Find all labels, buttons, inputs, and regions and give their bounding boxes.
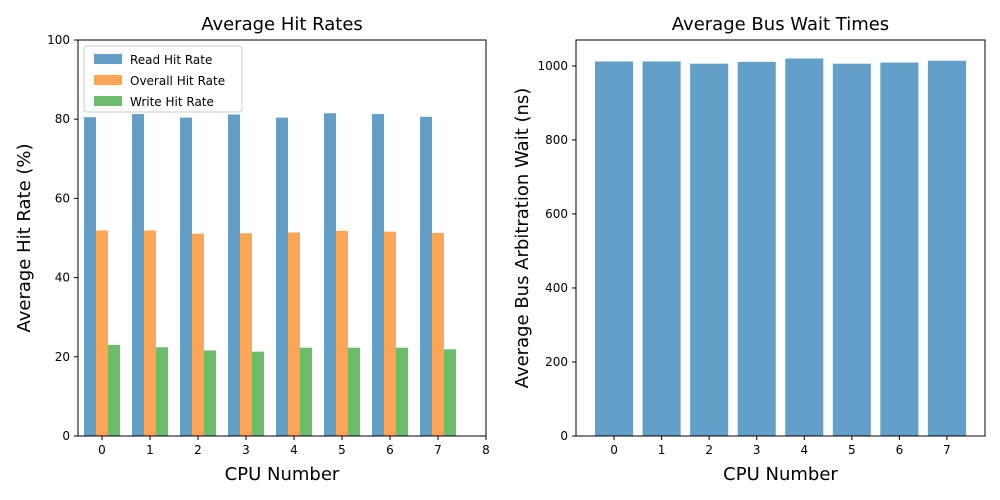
legend-swatch — [94, 75, 122, 85]
bar — [420, 116, 432, 436]
legend-box — [83, 45, 243, 113]
y-tick-label: 80 — [55, 112, 70, 126]
x-tick-label: 5 — [848, 443, 856, 457]
x-tick-label: 7 — [434, 443, 442, 457]
legend-label: Write Hit Rate — [130, 95, 214, 109]
bar — [180, 117, 192, 437]
bar-series-wait-time — [595, 58, 966, 437]
y-axis-title: Average Bus Arbitration Wait (ns) — [512, 88, 533, 389]
x-tick-label: 8 — [482, 443, 490, 457]
legend-swatch — [94, 54, 122, 64]
x-tick-label: 1 — [658, 443, 666, 457]
bar — [84, 117, 96, 436]
bar — [372, 114, 384, 437]
bar — [444, 349, 456, 436]
bar-series-write-hit-rate — [108, 344, 456, 436]
x-tick-label: 2 — [194, 443, 202, 457]
y-tick-label: 0 — [560, 429, 568, 443]
bar — [228, 114, 240, 436]
x-tick-label: 0 — [610, 443, 618, 457]
legend-swatch — [94, 96, 122, 106]
bar-series-read-hit-rate — [84, 113, 432, 437]
bar-series-overall-hit-rate — [96, 230, 444, 436]
chart-title: Average Bus Wait Times — [672, 14, 889, 35]
bar — [252, 351, 264, 436]
x-tick-label: 4 — [800, 443, 808, 457]
x-tick-label: 6 — [386, 443, 394, 457]
bar — [384, 231, 396, 436]
y-tick-label: 400 — [545, 281, 568, 295]
bar — [276, 117, 288, 437]
chart-panel-2: 0 1 2 3 4 5 6 7 0 200 400 600 800 1000 Average Bus Wai… — [512, 14, 986, 485]
bar — [156, 347, 168, 436]
bar — [785, 58, 824, 436]
bar — [690, 63, 729, 436]
bar — [642, 61, 681, 436]
bar — [108, 344, 120, 436]
bar — [132, 114, 144, 437]
x-tick-label: 3 — [753, 443, 761, 457]
y-tick-label: 100 — [47, 33, 70, 47]
x-tick-label: 0 — [98, 443, 106, 457]
y-tick-label: 1000 — [537, 59, 568, 73]
plot-frame — [575, 39, 986, 437]
x-tick-label: 2 — [705, 443, 713, 457]
x-tick-label: 6 — [896, 443, 904, 457]
bar — [927, 60, 966, 436]
bar — [336, 230, 348, 436]
x-tick-label: 1 — [146, 443, 154, 457]
bar — [737, 61, 776, 437]
y-tick-label: 40 — [55, 271, 70, 285]
x-tick-label: 7 — [943, 443, 951, 457]
x-tick-label: 3 — [242, 443, 250, 457]
legend-label: Read Hit Rate — [130, 53, 212, 67]
bar — [204, 350, 216, 436]
bar — [144, 230, 156, 436]
legend: Read Hit Rate Overall Hit Rate Write Hit R… — [83, 45, 243, 113]
bar — [880, 62, 919, 436]
bar — [432, 232, 444, 436]
bar — [192, 233, 204, 436]
bar — [348, 347, 360, 436]
chart-title: Average Hit Rates — [201, 14, 363, 35]
legend-label: Overall Hit Rate — [130, 74, 225, 88]
y-tick-label: 600 — [545, 207, 568, 221]
y-tick-label: 20 — [55, 350, 70, 364]
x-axis-title: CPU Number — [225, 464, 340, 485]
x-axis-title: CPU Number — [723, 464, 838, 485]
bar — [595, 61, 634, 436]
y-tick-label: 0 — [62, 429, 70, 443]
bar — [288, 232, 300, 436]
y-tick-label: 200 — [545, 355, 568, 369]
bar — [832, 63, 871, 436]
y-tick-label: 800 — [545, 133, 568, 147]
bar — [96, 230, 108, 436]
y-tick-label: 60 — [55, 191, 70, 205]
bar — [324, 113, 336, 436]
x-tick-label: 5 — [338, 443, 346, 457]
bar — [396, 347, 408, 436]
bar — [300, 347, 312, 436]
bar — [240, 233, 252, 436]
plot-frame — [77, 39, 487, 437]
x-tick-label: 4 — [290, 443, 298, 457]
y-axis-title: Average Hit Rate (%) — [14, 143, 35, 332]
